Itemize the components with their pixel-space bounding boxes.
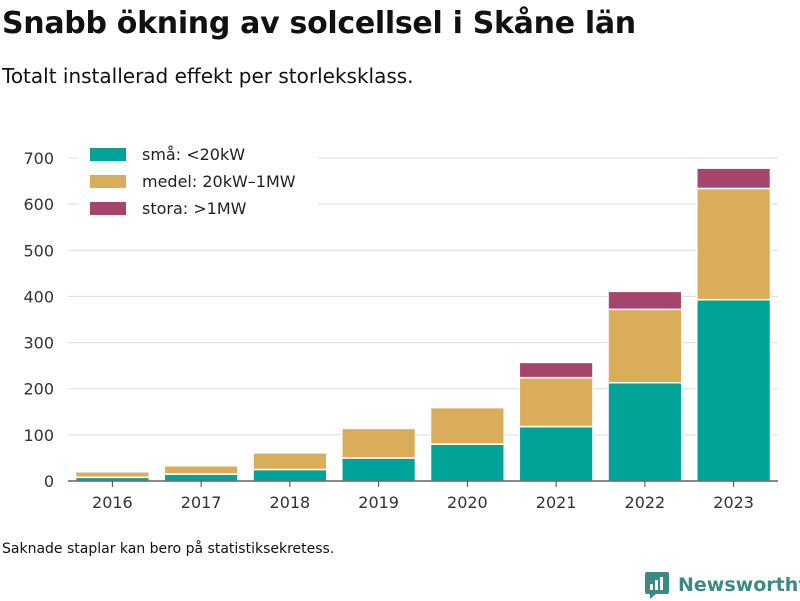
brand-name: Newsworthy [678,574,800,596]
footnote: Saknade staplar kan bero på statistiksek… [2,541,335,557]
bar-2019-series-0 [341,457,417,482]
bars [74,167,772,482]
stacked-bar-chart: 0 100 200 300 400 500 600 700 2016 2017 2018 2019 20… [23,140,778,512]
x-tick-label-2023: 2023 [713,493,754,512]
x-tick-label-2021: 2021 [536,493,577,512]
chart-title: Snabb ökning av solcellsel i Skåne län [2,6,636,41]
x-tick-label-2016: 2016 [92,493,133,512]
y-tick-label-400: 400 [23,287,54,306]
x-tick-label-2019: 2019 [358,493,399,512]
legend-label-2: stora: >1MW [142,199,247,218]
y-tick-label-500: 500 [23,241,54,260]
legend-label-0: små: <20kW [142,145,245,164]
bar-2018-series-1 [252,452,328,471]
bar-2019-series-1 [341,427,417,459]
y-tick-label-0: 0 [44,472,54,491]
bar-2022-series-0 [607,381,683,482]
y-tick-label-600: 600 [23,195,54,214]
y-tick-label-300: 300 [23,334,54,353]
newsworthy-logo-icon [645,572,669,599]
bar-2022-series-2 [607,290,683,311]
axes: 0 100 200 300 400 500 600 700 2016 2017 2018 2019 20… [23,149,778,512]
legend: små: <20kW medel: 20kW–1MW stora: >1MW [78,140,318,227]
chart-subtitle: Totalt installerad effekt per storlekskl… [2,64,414,88]
x-tick-label-2017: 2017 [181,493,222,512]
legend-swatch-1 [90,175,126,188]
bar-2023-series-0 [696,298,772,482]
bar-2017-series-1 [163,465,239,475]
y-tick-label-200: 200 [23,380,54,399]
brand-logo[interactable]: Newsworthy [644,569,800,601]
y-tick-label-100: 100 [23,426,54,445]
bar-2023-series-2 [696,167,772,190]
bar-2021-series-1 [518,376,594,428]
bar-2017-series-0 [163,473,239,482]
bar-2021-series-2 [518,361,594,379]
bar-2023-series-1 [696,187,772,301]
y-tick-label-700: 700 [23,149,54,168]
legend-swatch-0 [90,148,126,161]
x-tick-label-2018: 2018 [270,493,311,512]
bar-2016-series-1 [74,471,150,479]
x-tick-label-2022: 2022 [625,493,666,512]
bar-2020-series-1 [429,406,505,445]
legend-swatch-2 [90,202,126,215]
bar-2021-series-0 [518,425,594,482]
legend-label-1: medel: 20kW–1MW [142,172,296,191]
bar-2020-series-0 [429,443,505,482]
x-tick-label-2020: 2020 [447,493,488,512]
bar-2018-series-0 [252,468,328,482]
bar-2022-series-1 [607,308,683,384]
